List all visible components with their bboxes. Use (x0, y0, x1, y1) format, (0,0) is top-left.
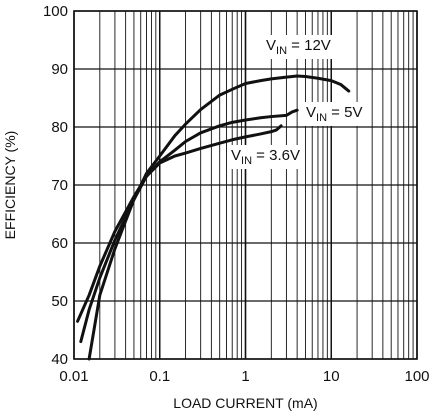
series-label-rest-1: = 5V (327, 104, 362, 121)
series-label-1: VIN = 5V (303, 102, 366, 126)
series-label-main-2: V (231, 147, 241, 164)
series-label-sub-1: IN (316, 112, 327, 124)
plot-frame (73, 10, 418, 360)
y-axis-title: EFFICIENCY (%) (2, 131, 18, 240)
y-tick-label-1: 50 (51, 293, 68, 310)
series-label-bg-0 (263, 35, 334, 59)
series-label-0: VIN = 12V (263, 35, 334, 59)
y-tick-label-5: 90 (51, 61, 68, 78)
series-label-bg-2 (228, 145, 303, 169)
series-label-main-1: V (306, 104, 316, 121)
series-label-text-1: VIN = 5V (306, 104, 362, 124)
y-tick-label-6: 100 (43, 3, 68, 20)
series-label-main-0: V (266, 37, 276, 54)
series-layer (76, 74, 351, 361)
x-axis-title: LOAD CURRENT (mA) (173, 395, 317, 411)
x-tick-label-3: 10 (323, 368, 340, 385)
x-tick-label-1: 0.1 (149, 368, 170, 385)
series-label-text-0: VIN = 12V (266, 37, 331, 57)
series-label-2: VIN = 3.6V (228, 145, 303, 169)
series-label-sub-0: IN (276, 45, 287, 57)
series-label-bg-1 (303, 102, 366, 126)
grid-layer (73, 10, 418, 360)
y-tick-label-3: 70 (51, 177, 68, 194)
y-tick-label-4: 80 (51, 119, 68, 136)
x-tick-label-2: 1 (241, 368, 249, 385)
x-tick-label-4: 100 (404, 368, 429, 385)
series-line-2 (76, 124, 283, 323)
series-line-1 (79, 108, 299, 344)
y-tick-label-0: 40 (51, 351, 68, 368)
y-tick-label-2: 60 (51, 235, 68, 252)
x-tick-label-0: 0.01 (59, 368, 88, 385)
series-label-rest-0: = 12V (287, 37, 331, 54)
series-label-rest-2: = 3.6V (252, 147, 300, 164)
series-label-sub-2: IN (241, 155, 252, 167)
series-label-text-2: VIN = 3.6V (231, 147, 300, 167)
tick-layer: 0.01 0.1 1 10 100 40 50 60 70 80 90 100 (43, 3, 430, 385)
